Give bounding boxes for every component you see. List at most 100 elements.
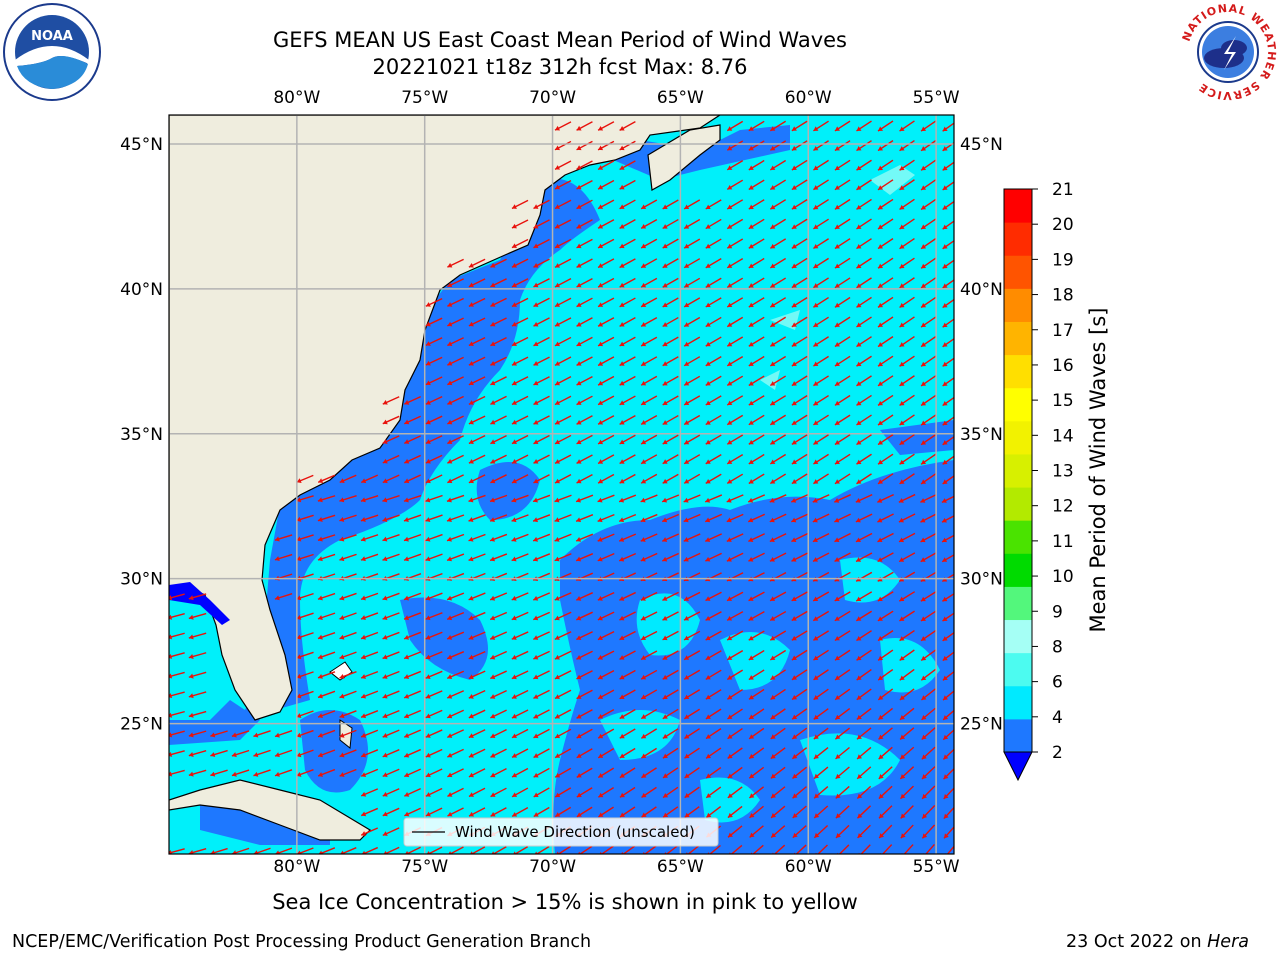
arrow-head	[791, 145, 797, 151]
arrow-head	[942, 616, 948, 622]
arrow-head	[834, 145, 840, 151]
arrow-head	[899, 557, 905, 562]
arrow-head	[748, 517, 754, 523]
arrow-head	[920, 616, 926, 621]
arrow-head	[684, 263, 690, 268]
arrow-head	[188, 850, 194, 854]
arrow-head	[468, 752, 474, 758]
arrow-head	[425, 595, 431, 601]
arrow-head	[576, 184, 582, 190]
arrow-head	[296, 752, 302, 758]
wind-wave-arrows	[169, 120, 954, 854]
lat-tick-label: 30°N	[960, 570, 1003, 590]
arrow-head	[641, 420, 647, 425]
arrow-head	[705, 655, 711, 660]
arrow-head	[360, 497, 366, 503]
chart-subtitle: 20221021 t18z 312h fcst Max: 8.76	[372, 55, 748, 79]
arrow-head	[339, 516, 345, 522]
arrow-head	[231, 850, 237, 854]
arrow-head	[555, 361, 561, 366]
arrow-head	[619, 380, 625, 386]
arrow-head	[447, 400, 453, 405]
arrow-head	[490, 400, 496, 405]
arrow-head	[920, 517, 926, 523]
arrow-head	[425, 458, 431, 464]
arrow-head	[856, 655, 862, 661]
arrow-head	[490, 753, 496, 758]
arrow-head	[447, 772, 453, 778]
arrow-head	[878, 734, 884, 740]
arrow-head	[188, 693, 194, 699]
arrow-head	[834, 165, 840, 171]
arrow-head	[791, 283, 797, 288]
arrow-head	[662, 302, 668, 307]
arrow-head	[382, 674, 388, 679]
arrow-head	[296, 850, 302, 854]
arrow-head	[533, 772, 539, 778]
arrow-head	[771, 832, 777, 838]
arrow-head	[361, 850, 366, 854]
arrow-head	[705, 439, 711, 445]
arrow-shaft	[644, 845, 657, 854]
arrow-head	[812, 537, 818, 542]
arrow-head	[921, 459, 927, 465]
arrow-head	[920, 537, 926, 543]
arrow-head	[576, 439, 582, 445]
arrow-head	[533, 321, 539, 327]
arrow-head	[404, 595, 409, 601]
arrow-head	[576, 497, 582, 503]
arrow-head	[597, 596, 603, 601]
arrow-head	[555, 204, 561, 209]
nws-logo-icon: NATIONAL WEATHER SERVICE	[1176, 0, 1280, 104]
arrow-head	[555, 125, 561, 131]
arrow-head	[662, 341, 668, 347]
arrow-head	[576, 361, 582, 366]
footer-date-text: 23 Oct 2022 on	[1066, 932, 1202, 952]
arrow-head	[878, 322, 884, 327]
arrow-head	[619, 773, 625, 778]
lon-tick-label: 75°W	[401, 857, 448, 877]
arrow-head	[533, 792, 539, 797]
arrow-head	[878, 479, 884, 484]
arrow-head	[382, 556, 388, 562]
arrow-head	[878, 714, 884, 720]
arrow-head	[468, 478, 474, 484]
arrow-head	[727, 812, 733, 818]
arrow-head	[425, 302, 431, 307]
arrow-head	[361, 654, 366, 660]
arrow-head	[597, 556, 603, 562]
arrow-head	[748, 126, 754, 131]
arrow-head	[296, 673, 302, 679]
arrow-head	[619, 204, 625, 209]
arrow-head	[898, 498, 904, 503]
arrow-head	[598, 380, 604, 386]
colorbar-segment	[1004, 652, 1032, 687]
arrow-head	[705, 478, 711, 484]
arrow-head	[468, 321, 474, 327]
arrow-head	[447, 713, 453, 719]
arrow-head	[317, 516, 323, 522]
arrow-head	[296, 654, 302, 660]
arrow-head	[597, 517, 603, 523]
arrow-head	[662, 714, 668, 719]
arrow-head	[705, 204, 711, 210]
arrow-head	[835, 754, 841, 759]
arrow-head	[468, 674, 474, 680]
arrow-head	[683, 556, 689, 562]
arrow-head	[684, 793, 690, 798]
map-area	[169, 115, 954, 854]
arrow-head	[425, 360, 431, 366]
arrow-head	[511, 400, 517, 405]
arrow-head	[253, 752, 259, 758]
arrow-head	[856, 596, 862, 602]
arrow-head	[856, 146, 862, 151]
land-north-america	[169, 115, 722, 721]
lat-tick-label: 30°N	[120, 570, 163, 590]
arrow-head	[877, 616, 883, 621]
arrow-head	[878, 302, 884, 308]
arrow-head	[943, 793, 949, 799]
arrow-head	[576, 263, 582, 268]
arrow-head	[899, 616, 905, 621]
arrow-head	[921, 302, 927, 308]
arrow-head	[533, 204, 539, 209]
